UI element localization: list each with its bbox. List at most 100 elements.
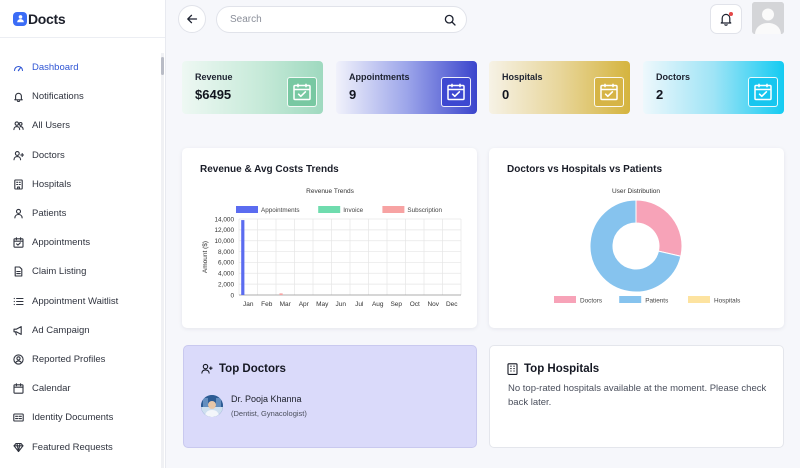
logo[interactable]: Docts bbox=[0, 0, 165, 38]
chart-title: User Distribution bbox=[612, 188, 660, 195]
sidebar-item-doctors[interactable]: Doctors bbox=[0, 141, 160, 170]
x-tick-label: Jan bbox=[243, 301, 254, 308]
logo-icon bbox=[13, 11, 27, 26]
dashboard-icon bbox=[13, 62, 24, 73]
sidebar-item-label: Appointment Waitlist bbox=[32, 295, 119, 307]
x-tick-label: Oct bbox=[410, 301, 420, 308]
calendar-icon bbox=[13, 383, 24, 394]
sidebar-item-label: Claim Listing bbox=[32, 266, 87, 278]
doctor-specialty: (Dentist, Gynacologist) bbox=[231, 409, 307, 418]
arrow-left-icon bbox=[187, 14, 198, 24]
sidebar-item-appointments[interactable]: Appointments bbox=[0, 228, 160, 257]
sidebar-item-hospitals[interactable]: Hospitals bbox=[0, 170, 160, 199]
logo-text: Docts bbox=[28, 10, 66, 27]
stat-value: 9 bbox=[349, 87, 357, 102]
users-icon bbox=[13, 120, 24, 131]
legend-label: Appointments bbox=[261, 207, 300, 214]
user-distribution-panel: Doctors vs Hospitals vs Patients User Di… bbox=[489, 148, 784, 328]
notification-dot bbox=[729, 12, 733, 16]
stat-card-hospitals[interactable]: Hospitals 0 bbox=[489, 61, 630, 114]
sidebar-item-label: Patients bbox=[32, 208, 67, 220]
x-tick-label: Nov bbox=[427, 301, 439, 308]
panel-title: Doctors vs Hospitals vs Patients bbox=[507, 164, 663, 175]
calendar-check-icon bbox=[594, 77, 624, 107]
search-bar bbox=[216, 6, 467, 33]
legend-swatch bbox=[554, 296, 576, 303]
sidebar-item-reported-profiles[interactable]: Reported Profiles bbox=[0, 345, 160, 374]
calendar-check-icon bbox=[748, 77, 778, 107]
stat-label: Appointments bbox=[349, 72, 410, 82]
sidebar-item-claim-listing[interactable]: Claim Listing bbox=[0, 257, 160, 286]
sidebar-item-calendar[interactable]: Calendar bbox=[0, 374, 160, 403]
user-avatar[interactable] bbox=[752, 2, 784, 34]
x-tick-label: May bbox=[316, 301, 329, 308]
sidebar-item-label: Ad Campaign bbox=[32, 324, 90, 336]
y-tick-label: 6,000 bbox=[218, 260, 234, 267]
sidebar-item-label: Doctors bbox=[32, 149, 65, 161]
bell-icon bbox=[720, 13, 732, 26]
sidebar-item-label: Hospitals bbox=[32, 178, 72, 190]
panel-title: Revenue & Avg Costs Trends bbox=[200, 164, 339, 175]
sidebar-item-label: Dashboard bbox=[32, 62, 79, 74]
top-hospitals-panel: Top Hospitals No top-rated hospitals ava… bbox=[489, 345, 784, 448]
stat-label: Hospitals bbox=[502, 72, 543, 82]
bell-icon bbox=[13, 91, 24, 103]
y-tick-label: 14,000 bbox=[214, 216, 234, 223]
revenue-trends-chart: Revenue Trends Appointments Invoice Subscri… bbox=[202, 188, 462, 308]
scrollbar-thumb[interactable] bbox=[161, 57, 164, 75]
sidebar-item-patients[interactable]: Patients bbox=[0, 199, 160, 228]
notifications-button[interactable] bbox=[710, 4, 742, 34]
sidebar: Docts Dashboard Notifications All Users Doc… bbox=[0, 0, 166, 468]
legend-label: Doctors bbox=[580, 297, 602, 304]
search-input[interactable] bbox=[230, 14, 444, 25]
sidebar-nav: Dashboard Notifications All Users Doctors Ho… bbox=[0, 53, 160, 462]
stat-card-appointments[interactable]: Appointments 9 bbox=[336, 61, 477, 114]
search-icon[interactable] bbox=[444, 14, 456, 26]
chart-title: Revenue Trends bbox=[306, 188, 354, 195]
stat-card-doctors[interactable]: Doctors 2 bbox=[643, 61, 784, 114]
stat-value: 0 bbox=[502, 87, 510, 102]
calendar-check-icon bbox=[13, 237, 24, 248]
back-button[interactable] bbox=[178, 5, 206, 33]
sidebar-item-label: Identity Documents bbox=[32, 412, 114, 424]
stat-card-revenue[interactable]: Revenue $6495 bbox=[182, 61, 323, 114]
sidebar-item-ad-campaign[interactable]: Ad Campaign bbox=[0, 316, 160, 345]
building-icon bbox=[507, 363, 518, 375]
diamond-icon bbox=[13, 442, 24, 453]
sidebar-item-appointment-waitlist[interactable]: Appointment Waitlist bbox=[0, 287, 160, 316]
stat-value: 2 bbox=[656, 87, 664, 102]
x-tick-label: Jul bbox=[355, 301, 364, 308]
sidebar-item-identity-documents[interactable]: Identity Documents bbox=[0, 403, 160, 432]
building-icon bbox=[13, 179, 24, 190]
stat-label: Doctors bbox=[656, 72, 691, 82]
sidebar-item-notifications[interactable]: Notifications bbox=[0, 82, 160, 111]
y-tick-label: 12,000 bbox=[214, 227, 234, 234]
legend-label: Invoice bbox=[343, 207, 363, 214]
x-tick-label: Aug bbox=[372, 301, 384, 308]
legend-swatch bbox=[236, 206, 258, 213]
sidebar-item-featured-requests[interactable]: Featured Requests bbox=[0, 432, 160, 461]
y-tick-label: 10,000 bbox=[214, 238, 234, 245]
doctor-avatar bbox=[201, 395, 223, 417]
id-card-icon bbox=[13, 412, 24, 423]
top-doctors-panel: Top Doctors Dr. Pooja Khanna (Dentist, G… bbox=[183, 345, 477, 448]
sidebar-item-all-users[interactable]: All Users bbox=[0, 111, 160, 140]
sidebar-item-dashboard[interactable]: Dashboard bbox=[0, 53, 160, 82]
empty-state-message: No top-rated hospitals available at the … bbox=[508, 383, 767, 408]
list-icon bbox=[13, 296, 24, 307]
legend-swatch bbox=[619, 296, 642, 303]
y-tick-label: 0 bbox=[230, 292, 234, 299]
x-tick-label: Sep bbox=[390, 301, 402, 308]
pie-slice bbox=[635, 199, 683, 257]
user-circle-icon bbox=[13, 354, 24, 365]
revenue-trends-panel: Revenue & Avg Costs Trends Revenue Trend… bbox=[182, 148, 477, 328]
sidebar-item-label: Reported Profiles bbox=[32, 353, 106, 365]
sidebar-item-label: All Users bbox=[32, 120, 71, 132]
legend-label: Patients bbox=[645, 297, 668, 304]
calendar-check-icon bbox=[287, 77, 317, 107]
stat-value: $6495 bbox=[195, 87, 232, 102]
sidebar-scrollbar[interactable] bbox=[161, 53, 164, 468]
legend-swatch bbox=[382, 206, 405, 213]
list-item[interactable]: Dr. Pooja Khanna (Dentist, Gynacologist) bbox=[201, 394, 307, 418]
x-tick-label: Feb bbox=[261, 301, 273, 308]
